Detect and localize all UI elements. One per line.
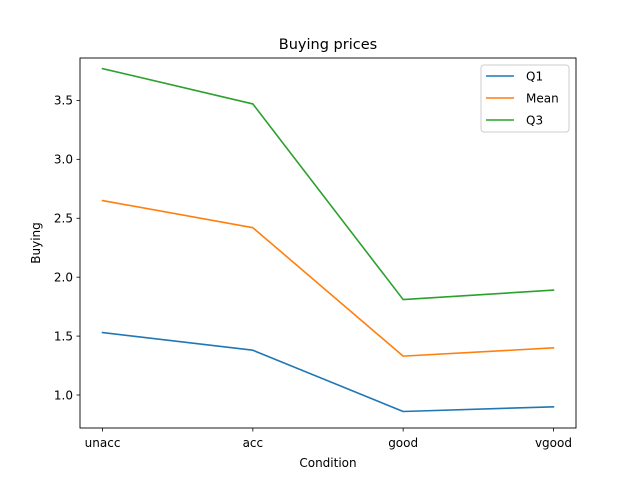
series-line-mean — [101, 199, 555, 357]
y-axis: 1.0 1.5 2.0 2.5 3.0 3.5 — [54, 94, 80, 402]
y-tick-label: 2.0 — [54, 270, 73, 284]
chart-title: Buying prices — [279, 37, 377, 53]
series-lines — [101, 67, 555, 413]
y-axis-label: Buying — [29, 222, 43, 264]
legend-label-q3: Q3 — [526, 113, 543, 127]
legend: Q1 Mean Q3 — [480, 64, 570, 133]
x-tick-label: acc — [243, 436, 264, 450]
y-tick-label: 1.0 — [54, 388, 73, 402]
x-tick-label: vgood — [535, 436, 572, 450]
series-line-q3 — [101, 67, 555, 301]
legend-label-mean: Mean — [526, 91, 559, 105]
y-tick-label: 3.5 — [54, 94, 73, 108]
plot-area-frame — [79, 57, 577, 429]
y-tick-label: 3.0 — [54, 153, 73, 167]
x-tick-label: good — [388, 436, 418, 450]
y-tick-label: 2.5 — [54, 212, 73, 226]
y-tick-label: 1.5 — [54, 329, 73, 343]
x-tick-label: unacc — [85, 436, 121, 450]
series-line-q1 — [101, 331, 555, 413]
legend-box — [480, 64, 570, 133]
x-axis-label: Condition — [299, 456, 356, 470]
x-axis: unacc acc good vgood — [85, 428, 572, 450]
legend-label-q1: Q1 — [526, 69, 543, 83]
